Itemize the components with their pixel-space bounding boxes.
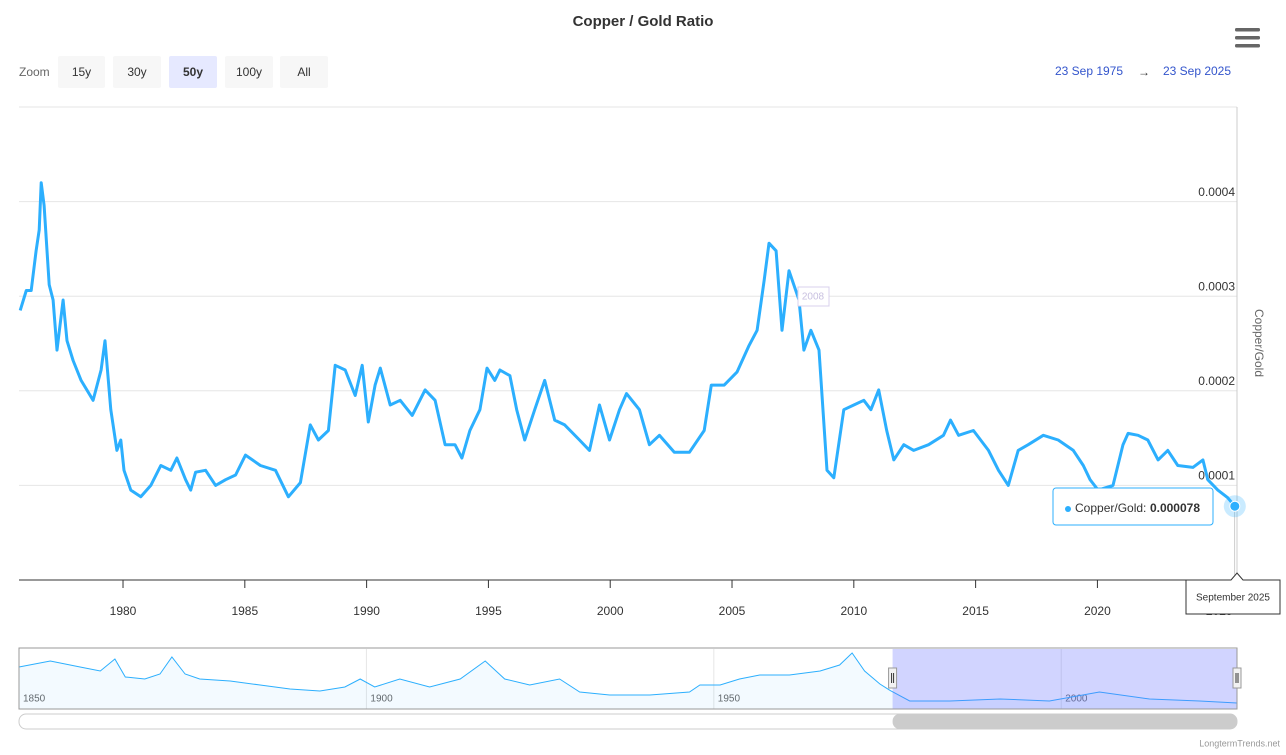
range-from[interactable]: 23 Sep 1975 bbox=[1055, 64, 1123, 78]
navigator-line bbox=[18, 652, 1238, 704]
menu-icon[interactable] bbox=[1235, 28, 1260, 48]
chart-title: Copper / Gold Ratio bbox=[573, 13, 714, 30]
x-tick-label: 2005 bbox=[719, 604, 746, 618]
tooltip-value: 0.000078 bbox=[1150, 501, 1200, 515]
y-tick-label: 0.0001 bbox=[1198, 469, 1235, 483]
x-tick-label: 1990 bbox=[353, 604, 380, 618]
menu-bar[interactable] bbox=[1235, 44, 1260, 48]
range-arrow: → bbox=[1138, 65, 1150, 79]
credit: LongtermTrends.net bbox=[1199, 738, 1280, 748]
navigator-tick-label: 1950 bbox=[718, 694, 741, 705]
zoom-button[interactable] bbox=[169, 56, 217, 88]
hover-point bbox=[1229, 500, 1241, 512]
zoom-button-label[interactable]: 50y bbox=[183, 65, 203, 79]
navigator-handle[interactable] bbox=[888, 667, 898, 689]
navigator-handle[interactable] bbox=[1232, 667, 1242, 689]
zoom-buttons: 15y 30y 50y 100y All bbox=[58, 56, 328, 88]
zoom-button-label[interactable]: 30y bbox=[127, 65, 146, 79]
x-tick-label: 1995 bbox=[475, 604, 502, 618]
x-tick-label: 1980 bbox=[110, 604, 137, 618]
x-tick-label: 2000 bbox=[597, 604, 624, 618]
zoom-button[interactable] bbox=[113, 56, 161, 88]
menu-bar[interactable] bbox=[1235, 36, 1260, 40]
navigator-tick-label: 2000 bbox=[1065, 694, 1088, 705]
menu-bar[interactable] bbox=[1235, 28, 1260, 32]
zoom-button-label[interactable]: 100y bbox=[236, 65, 262, 79]
date-tooltip: September 2025 bbox=[1196, 593, 1270, 604]
navigator-selection[interactable] bbox=[892, 649, 1237, 709]
y-tick-label: 0.0003 bbox=[1198, 279, 1235, 293]
x-tick-label: 2010 bbox=[840, 604, 867, 618]
data-line bbox=[18, 181, 1236, 508]
scrollbar-thumb[interactable] bbox=[892, 714, 1237, 729]
y-axis-title: Copper/Gold bbox=[1252, 309, 1266, 377]
y-tick-label: 0.0004 bbox=[1198, 185, 1235, 199]
zoom-button-label[interactable]: 15y bbox=[72, 65, 91, 79]
date-tooltip-box bbox=[1185, 572, 1281, 615]
x-tick-label: 1985 bbox=[231, 604, 258, 618]
navigator-tick-label: 1850 bbox=[23, 694, 46, 705]
zoom-button[interactable] bbox=[58, 56, 105, 88]
zoom-button-label[interactable]: All bbox=[297, 65, 310, 79]
range-to[interactable]: 23 Sep 2025 bbox=[1163, 64, 1231, 78]
x-tick-label: 2020 bbox=[1084, 604, 1111, 618]
navigator-tick-label: 1900 bbox=[370, 694, 393, 705]
zoom-label: Zoom bbox=[19, 65, 50, 79]
zoom-button[interactable] bbox=[280, 56, 328, 88]
tooltip-dot bbox=[1065, 506, 1071, 512]
y-tick-label: 0.0002 bbox=[1198, 374, 1235, 388]
navigator-area bbox=[19, 653, 1237, 709]
annotation: 2008 bbox=[802, 292, 825, 303]
tooltip-box bbox=[1052, 487, 1214, 526]
x-tick-label: 2015 bbox=[962, 604, 989, 618]
zoom-button[interactable] bbox=[225, 56, 273, 88]
tooltip-label: Copper/Gold: bbox=[1075, 501, 1146, 515]
annotation-box bbox=[797, 286, 830, 307]
